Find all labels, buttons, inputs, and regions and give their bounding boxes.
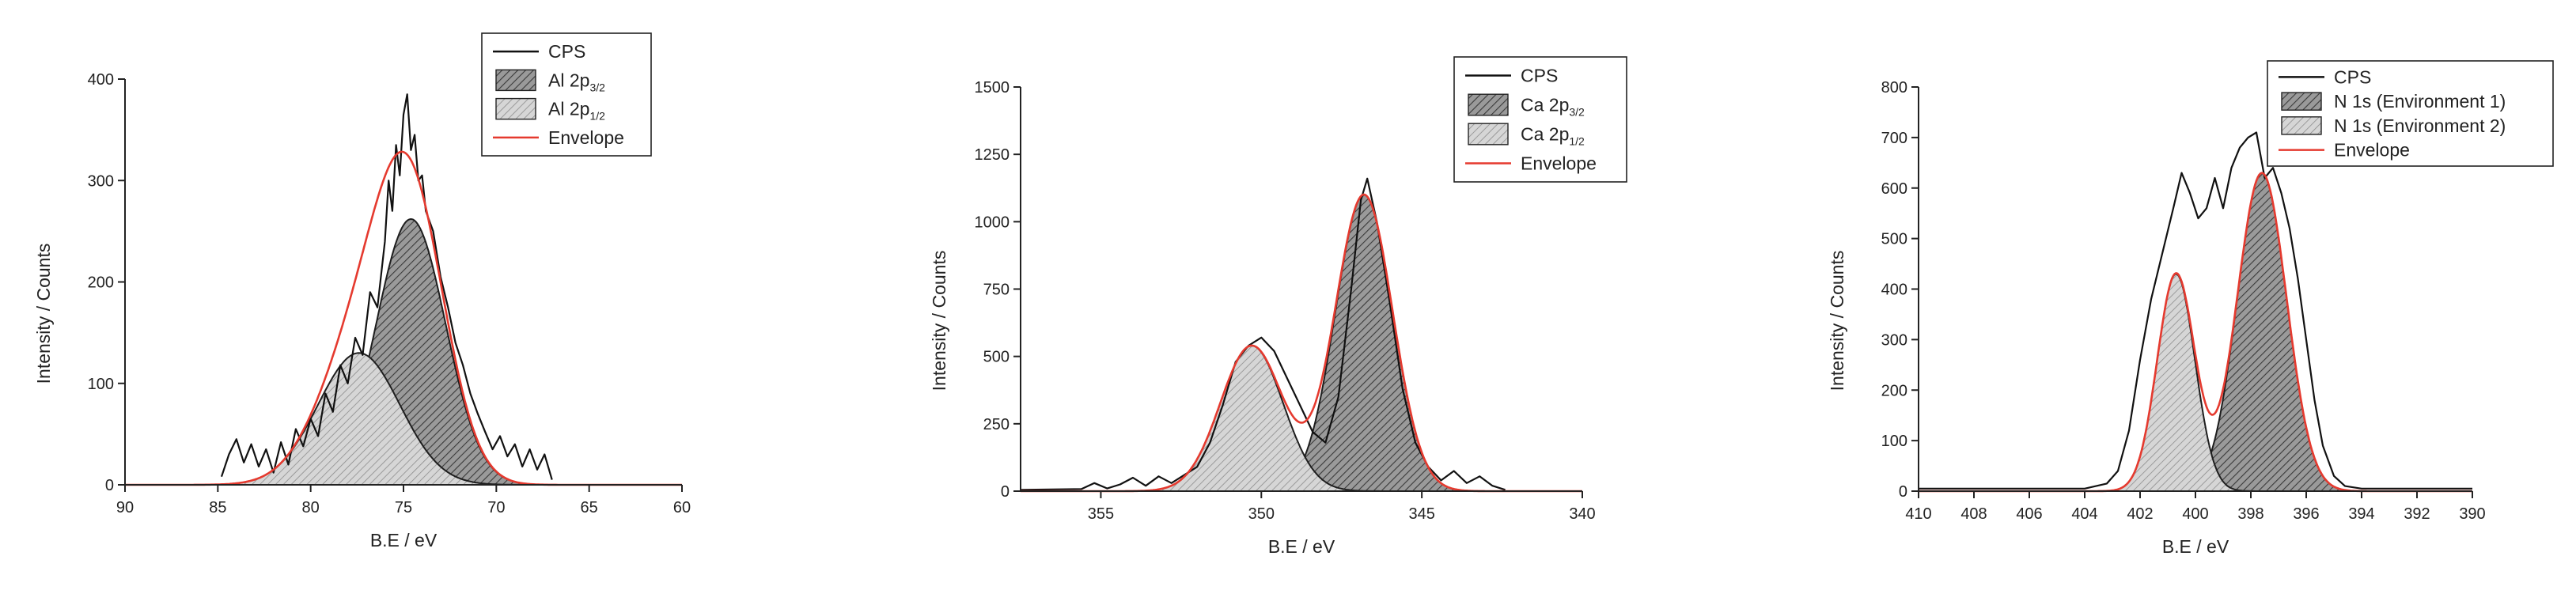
y-tick-label: 0	[1899, 483, 1907, 501]
x-tick-label: 402	[2127, 505, 2153, 523]
legend-entry-label: Envelope	[548, 127, 624, 148]
y-tick-label: 1000	[975, 214, 1010, 231]
y-tick-label: 200	[1881, 382, 1907, 399]
x-tick-label: 390	[2459, 505, 2485, 523]
n-1s-chart: 410 408 406 404 402 400 398 396 394 392 390 0 100 200…	[1827, 60, 2554, 557]
x-tick-label: 398	[2237, 505, 2263, 523]
y-axis-label: Intensity / Counts	[33, 244, 54, 384]
x-axis-label: B.E / eV	[370, 530, 438, 550]
x-tick-label: 340	[1569, 505, 1595, 523]
y-tick-label: 400	[1881, 282, 1907, 299]
y-tick-label: 0	[1001, 483, 1010, 501]
y-tick-label: 1500	[975, 79, 1010, 96]
y-tick-label: 700	[1881, 130, 1907, 147]
y-tick-label: 100	[88, 376, 114, 393]
legend-entry-label: Ca 2p1/2	[1521, 124, 1585, 148]
y-tick-label: 200	[88, 274, 114, 292]
y-tick-label: 800	[1881, 79, 1907, 96]
x-tick-label: 396	[2293, 505, 2319, 523]
y-tick-label: 300	[1881, 331, 1907, 349]
x-tick-label: 90	[116, 499, 134, 516]
x-tick-label: 75	[395, 499, 412, 516]
x-tick-label: 400	[2182, 505, 2208, 523]
x-tick-label: 406	[2016, 505, 2042, 523]
legend-entry-label: CPS	[2334, 66, 2371, 87]
envelope-line	[1021, 193, 1582, 493]
y-tick-label: 250	[983, 416, 1010, 433]
legend-entry-label: N 1s (Environment 1)	[2334, 91, 2506, 112]
y-tick-label: 100	[1881, 433, 1907, 450]
legend-swatch	[1468, 93, 1509, 116]
y-axis-label: Intensity / Counts	[1827, 251, 1847, 391]
legend-swatch	[495, 69, 536, 92]
y-tick-label: 600	[1881, 180, 1907, 198]
legend-entry-label: CPS	[1521, 66, 1558, 86]
x-tick-label: 350	[1248, 505, 1275, 523]
ca-2p-chart: 355 350 345 340 0 250 500 750 1000 1250 1500 B.E / …	[929, 56, 1627, 557]
component-area-1	[1919, 274, 2472, 491]
legend-swatch	[2281, 116, 2322, 135]
x-tick-label: 355	[1088, 505, 1114, 523]
legend-box	[481, 32, 652, 157]
x-tick-label: 408	[1960, 505, 1987, 523]
legend-swatch	[1468, 123, 1509, 146]
x-tick-label: 80	[302, 499, 320, 516]
component-area-1	[125, 353, 682, 485]
y-tick-label: 750	[983, 282, 1010, 299]
legend-entry-label: Envelope	[2334, 140, 2410, 161]
x-axis-label: B.E / eV	[1268, 536, 1335, 557]
x-tick-label: 70	[487, 499, 505, 516]
x-tick-label: 85	[209, 499, 226, 516]
y-axis-label: Intensity / Counts	[929, 251, 949, 391]
legend-entry-label: Envelope	[1521, 153, 1597, 174]
y-tick-label: 500	[983, 349, 1010, 366]
component-area-0	[125, 219, 682, 485]
x-tick-label: 410	[1905, 505, 1931, 523]
legend-swatch	[495, 97, 536, 120]
x-tick-label: 65	[581, 499, 598, 516]
x-tick-label: 404	[2071, 505, 2097, 523]
legend-box	[2267, 60, 2554, 167]
component-outline-0	[1021, 194, 1582, 492]
cps-line	[1919, 131, 2472, 490]
component-area-0	[1021, 195, 1582, 492]
component-area-1	[1021, 346, 1582, 491]
legend-entry-label: CPS	[548, 41, 585, 62]
legend-entry-label: N 1s (Environment 2)	[2334, 115, 2506, 136]
x-tick-label: 345	[1408, 505, 1434, 523]
x-tick-label: 60	[673, 499, 691, 516]
y-tick-label: 1250	[975, 146, 1010, 164]
legend-swatch	[2281, 92, 2322, 111]
y-tick-label: 0	[105, 477, 114, 494]
y-tick-label: 300	[88, 172, 114, 190]
x-tick-label: 394	[2348, 505, 2374, 523]
x-tick-label: 392	[2404, 505, 2430, 523]
legend-box	[1453, 56, 1627, 183]
legend: CPS N 1s (Environment 1) N 1s (Environment…	[2267, 60, 2554, 167]
y-tick-label: 400	[88, 71, 114, 89]
y-tick-label: 500	[1881, 231, 1907, 248]
x-axis-label: B.E / eV	[2162, 536, 2229, 557]
cps-line	[220, 93, 553, 480]
al-2p-chart: 90 85 80 75 70 65 60 0 100 200 300 400 B.E / eV Inten…	[33, 32, 691, 550]
